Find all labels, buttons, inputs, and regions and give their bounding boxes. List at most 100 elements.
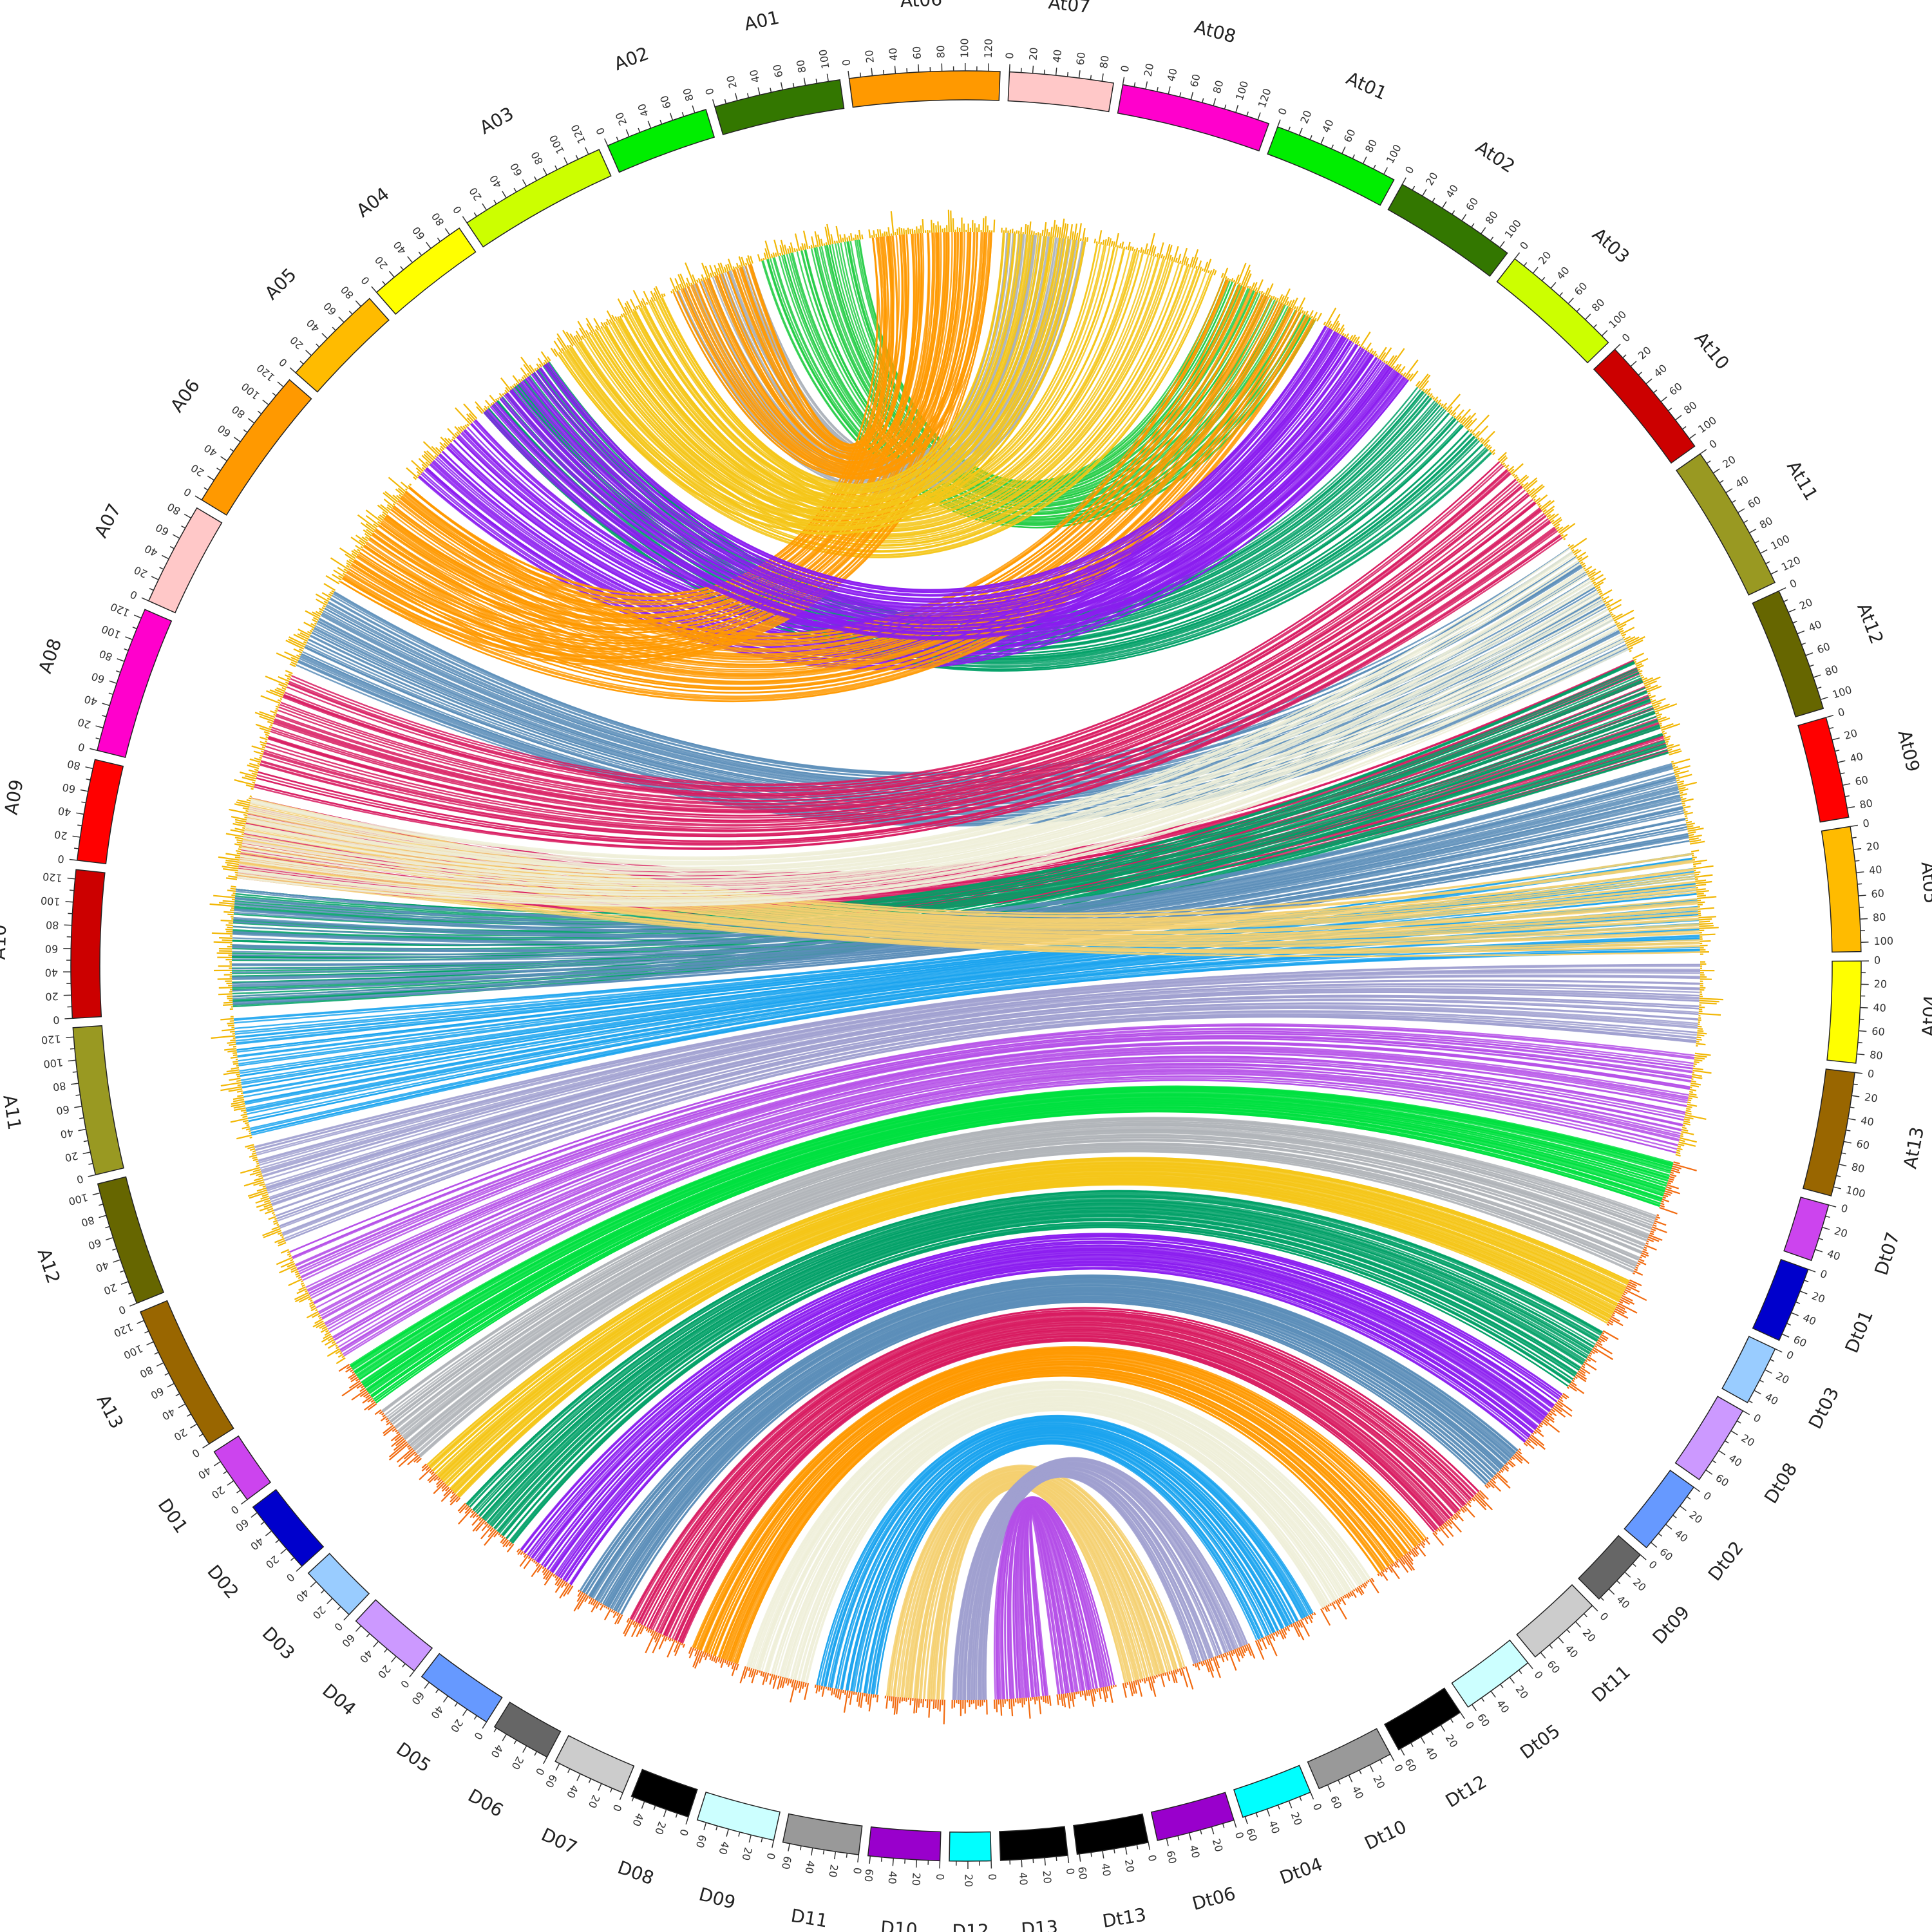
minor-tick — [1179, 92, 1182, 97]
minor-tick — [1359, 1770, 1362, 1775]
link-line — [977, 1472, 1208, 1700]
link-d05-dt02 — [520, 1233, 1563, 1586]
link-line — [898, 1470, 1172, 1698]
density-a02 — [669, 255, 753, 294]
tick-mark — [1813, 674, 1821, 678]
chromosome-at12 — [1752, 590, 1824, 717]
tick-mark — [67, 877, 75, 880]
tick-mark — [133, 614, 142, 619]
link-a03-at07 — [558, 232, 1086, 535]
tick-mark — [619, 1792, 623, 1801]
tick-mark — [1791, 1312, 1799, 1316]
tick-label: 20 — [132, 564, 149, 580]
tick-mark — [1461, 214, 1467, 222]
tick-mark — [1645, 378, 1653, 384]
link-line — [569, 1267, 1526, 1586]
tick-label: 20 — [1636, 344, 1654, 362]
link-line — [602, 1289, 1502, 1605]
tick-mark — [1320, 137, 1325, 145]
chromosome-label-a12: A12 — [33, 1246, 64, 1286]
tick-mark — [105, 1237, 113, 1241]
minor-tick — [154, 1352, 159, 1355]
link-line — [343, 1079, 1676, 1357]
minor-tick — [1731, 500, 1736, 504]
link-line — [366, 301, 1280, 675]
link-line — [538, 1246, 1549, 1564]
tick-label: 20 — [509, 1754, 526, 1772]
link-line — [609, 256, 1155, 528]
tick-mark — [1815, 1249, 1823, 1253]
link-line — [656, 1324, 1457, 1633]
tick-mark — [1608, 1588, 1615, 1595]
link-line — [245, 583, 1594, 876]
tick-mark — [712, 99, 715, 108]
minor-tick — [859, 72, 862, 77]
tick-mark — [598, 1783, 602, 1791]
minor-tick — [770, 88, 772, 93]
link-a06-at01 — [340, 278, 1316, 703]
tick-label: 20 — [910, 1872, 923, 1886]
tick-mark — [1826, 715, 1834, 718]
tick-mark — [88, 1174, 96, 1177]
tick-mark — [669, 113, 674, 120]
tick-mark — [173, 534, 180, 539]
minor-tick — [1725, 1440, 1729, 1444]
link-line — [562, 1262, 1533, 1580]
minor-tick — [216, 468, 221, 471]
density-d03 — [419, 1463, 461, 1506]
chromosome-label-d01: D01 — [154, 1495, 193, 1537]
link-line — [556, 1258, 1537, 1577]
minor-tick — [1056, 1856, 1057, 1861]
link-line — [279, 1011, 1698, 1229]
link-line — [547, 325, 1327, 591]
link-line — [680, 232, 984, 477]
minor-tick — [402, 1663, 406, 1668]
chromosome-d03 — [307, 1553, 370, 1616]
tick-label: 100 — [1844, 1184, 1866, 1200]
link-line — [432, 1161, 1626, 1472]
density-at03 — [1416, 374, 1496, 455]
tick-mark — [1624, 1571, 1631, 1578]
tick-label: 0 — [703, 86, 716, 96]
tick-label: 20 — [375, 1663, 393, 1681]
tick-label: 60 — [1854, 773, 1870, 788]
link-line — [330, 556, 1577, 779]
minor-tick — [1836, 1175, 1841, 1177]
link-line — [251, 547, 1571, 858]
tick-label: 0 — [764, 1852, 778, 1861]
tick-mark — [1341, 146, 1346, 154]
tick-mark — [247, 418, 255, 424]
chromosome-label-at07: At07 — [1047, 0, 1091, 17]
tick-mark — [522, 1745, 527, 1753]
minor-tick — [1765, 561, 1770, 564]
link-line — [485, 410, 1489, 670]
link-line — [246, 572, 1587, 871]
minor-tick — [1373, 164, 1376, 169]
link-line — [291, 461, 1501, 786]
link-line — [235, 669, 1638, 918]
density-at10 — [1497, 451, 1576, 540]
link-line — [250, 551, 1573, 859]
link-line — [579, 238, 1066, 524]
minor-tick — [260, 1521, 265, 1526]
chromosome-label-dt03: Dt03 — [1804, 1383, 1844, 1432]
tick-label: 60 — [1815, 640, 1832, 656]
chromosome-label-a01: A01 — [743, 6, 782, 35]
link-line — [816, 1414, 1314, 1685]
minor-tick — [1786, 1323, 1792, 1326]
minor-tick — [86, 778, 91, 781]
tick-label: 60 — [409, 1689, 426, 1707]
tick-label: 40 — [1266, 1819, 1282, 1835]
minor-tick — [1299, 1796, 1302, 1801]
tick-label: 100 — [817, 48, 831, 70]
chromosome-d13 — [999, 1826, 1068, 1861]
density-dt04 — [1192, 1643, 1256, 1678]
tick-label: 80 — [1869, 1048, 1883, 1062]
link-line — [776, 1396, 1347, 1676]
tick-mark — [120, 1281, 129, 1285]
minor-tick — [1658, 1533, 1663, 1537]
tick-label: 40 — [1763, 1390, 1780, 1407]
link-line — [292, 1028, 1694, 1260]
link-line — [265, 988, 1700, 1186]
tick-label: 120 — [112, 1321, 135, 1340]
